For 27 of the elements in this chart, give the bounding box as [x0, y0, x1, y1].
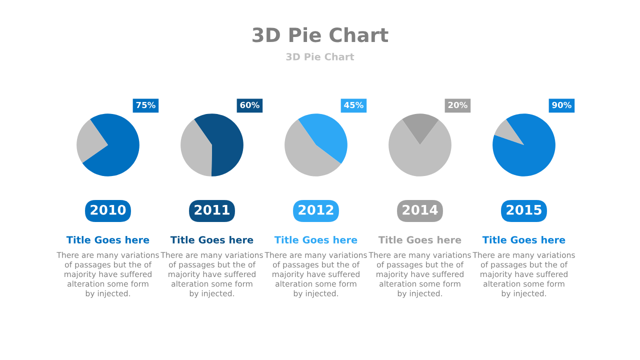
text: 2012 — [298, 204, 334, 215]
text: Title Goes here — [170, 236, 254, 244]
pie-slice — [492, 114, 556, 176]
data-label: 75% — [136, 102, 156, 108]
text: Title Goes here — [274, 236, 358, 244]
pie-slice — [284, 119, 342, 176]
pie-slice — [82, 114, 140, 176]
pie-slice — [388, 119, 452, 176]
text: 2010 — [90, 204, 126, 215]
text: Title Goes here — [66, 236, 150, 244]
text: 3D Pie Chart — [286, 52, 354, 60]
data-label: 60% — [240, 102, 260, 108]
text: 2011 — [194, 204, 230, 215]
pie-slice — [180, 119, 212, 176]
data-label: 20% — [448, 102, 468, 108]
pie-slice — [76, 119, 108, 164]
text: Title Goes here — [378, 236, 462, 244]
pie-slice — [298, 114, 348, 164]
text: 2015 — [506, 204, 542, 215]
data-label: 90% — [552, 102, 572, 108]
pie-slice — [494, 119, 524, 145]
data-label: 45% — [344, 102, 364, 108]
text: 3D Pie Chart — [252, 27, 388, 42]
text: 2014 — [402, 204, 438, 215]
text: Title Goes here — [482, 236, 566, 244]
pie-slice — [402, 114, 439, 145]
pie-slice — [194, 114, 244, 176]
